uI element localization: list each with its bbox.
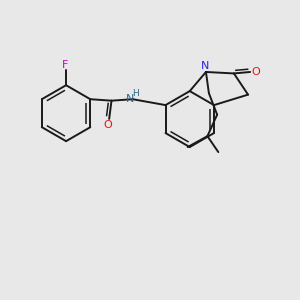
- Text: O: O: [252, 67, 260, 77]
- Text: O: O: [103, 120, 112, 130]
- Text: H: H: [132, 89, 138, 98]
- Text: F: F: [62, 61, 69, 70]
- Text: N: N: [126, 94, 134, 103]
- Text: N: N: [201, 61, 209, 71]
